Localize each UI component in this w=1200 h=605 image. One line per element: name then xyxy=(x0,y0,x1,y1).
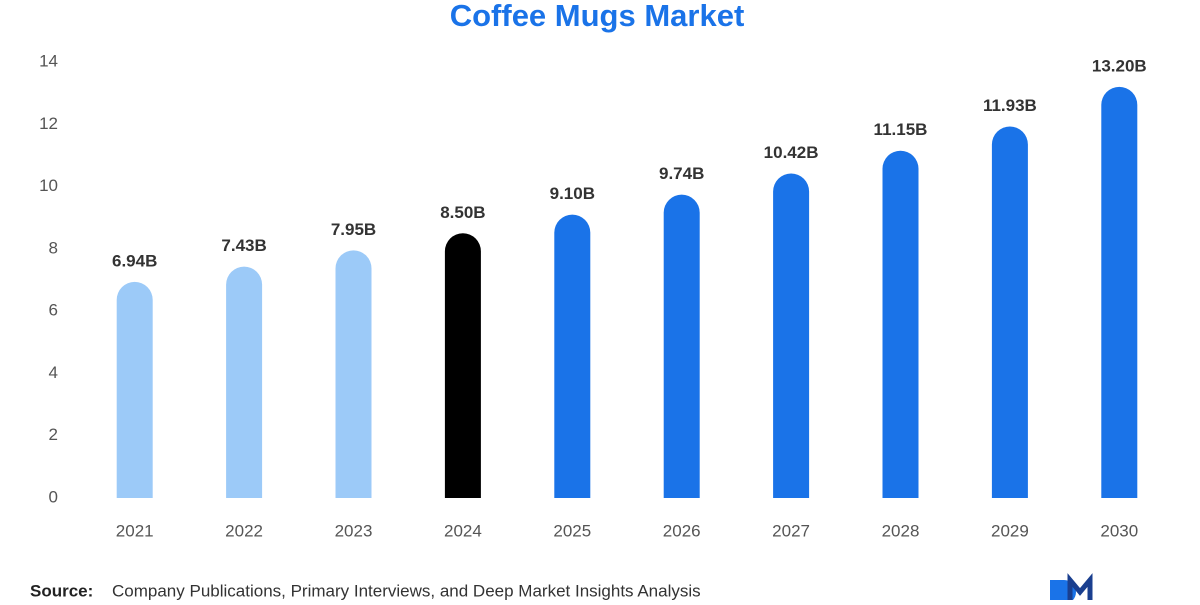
value-label: 6.94B xyxy=(112,251,157,270)
logo xyxy=(1050,573,1093,604)
bar xyxy=(554,214,591,498)
bar xyxy=(882,150,919,498)
x-tick-label: 2023 xyxy=(335,521,373,540)
x-tick-label: 2030 xyxy=(1100,521,1138,540)
chart-title: Coffee Mugs Market xyxy=(450,0,745,33)
value-label: 10.42B xyxy=(764,143,819,162)
y-tick-label: 6 xyxy=(49,301,58,320)
y-tick-label: 4 xyxy=(49,363,58,382)
x-tick-label: 2029 xyxy=(991,521,1029,540)
source-label: Source: xyxy=(30,581,93,600)
bar xyxy=(116,281,153,498)
source-text: Company Publications, Primary Interviews… xyxy=(112,581,701,600)
y-tick-label: 2 xyxy=(49,425,58,444)
y-tick-label: 10 xyxy=(39,176,58,195)
bar xyxy=(991,126,1028,499)
value-label: 9.74B xyxy=(659,164,704,183)
x-tick-label: 2026 xyxy=(663,521,701,540)
bar xyxy=(1101,86,1138,499)
y-tick-label: 12 xyxy=(39,114,58,133)
y-tick-label: 14 xyxy=(39,51,58,70)
x-tick-label: 2022 xyxy=(225,521,263,540)
value-label: 11.93B xyxy=(983,96,1037,115)
value-label: 11.15B xyxy=(874,120,928,139)
x-tick-label: 2021 xyxy=(116,521,154,540)
x-tick-label: 2027 xyxy=(772,521,810,540)
y-tick-label: 8 xyxy=(49,238,58,257)
x-tick-label: 2025 xyxy=(553,521,591,540)
bar xyxy=(773,173,810,498)
x-tick-label: 2028 xyxy=(882,521,920,540)
y-tick-label: 0 xyxy=(49,487,58,506)
value-label: 13.20B xyxy=(1092,56,1147,75)
bar xyxy=(444,233,481,499)
value-label: 8.50B xyxy=(440,203,485,222)
bar xyxy=(663,194,700,498)
value-label: 9.10B xyxy=(550,184,595,203)
x-tick-label: 2024 xyxy=(444,521,482,540)
bar xyxy=(335,250,372,498)
value-label: 7.43B xyxy=(221,236,266,255)
value-label: 7.95B xyxy=(331,220,376,239)
bar xyxy=(226,266,263,498)
